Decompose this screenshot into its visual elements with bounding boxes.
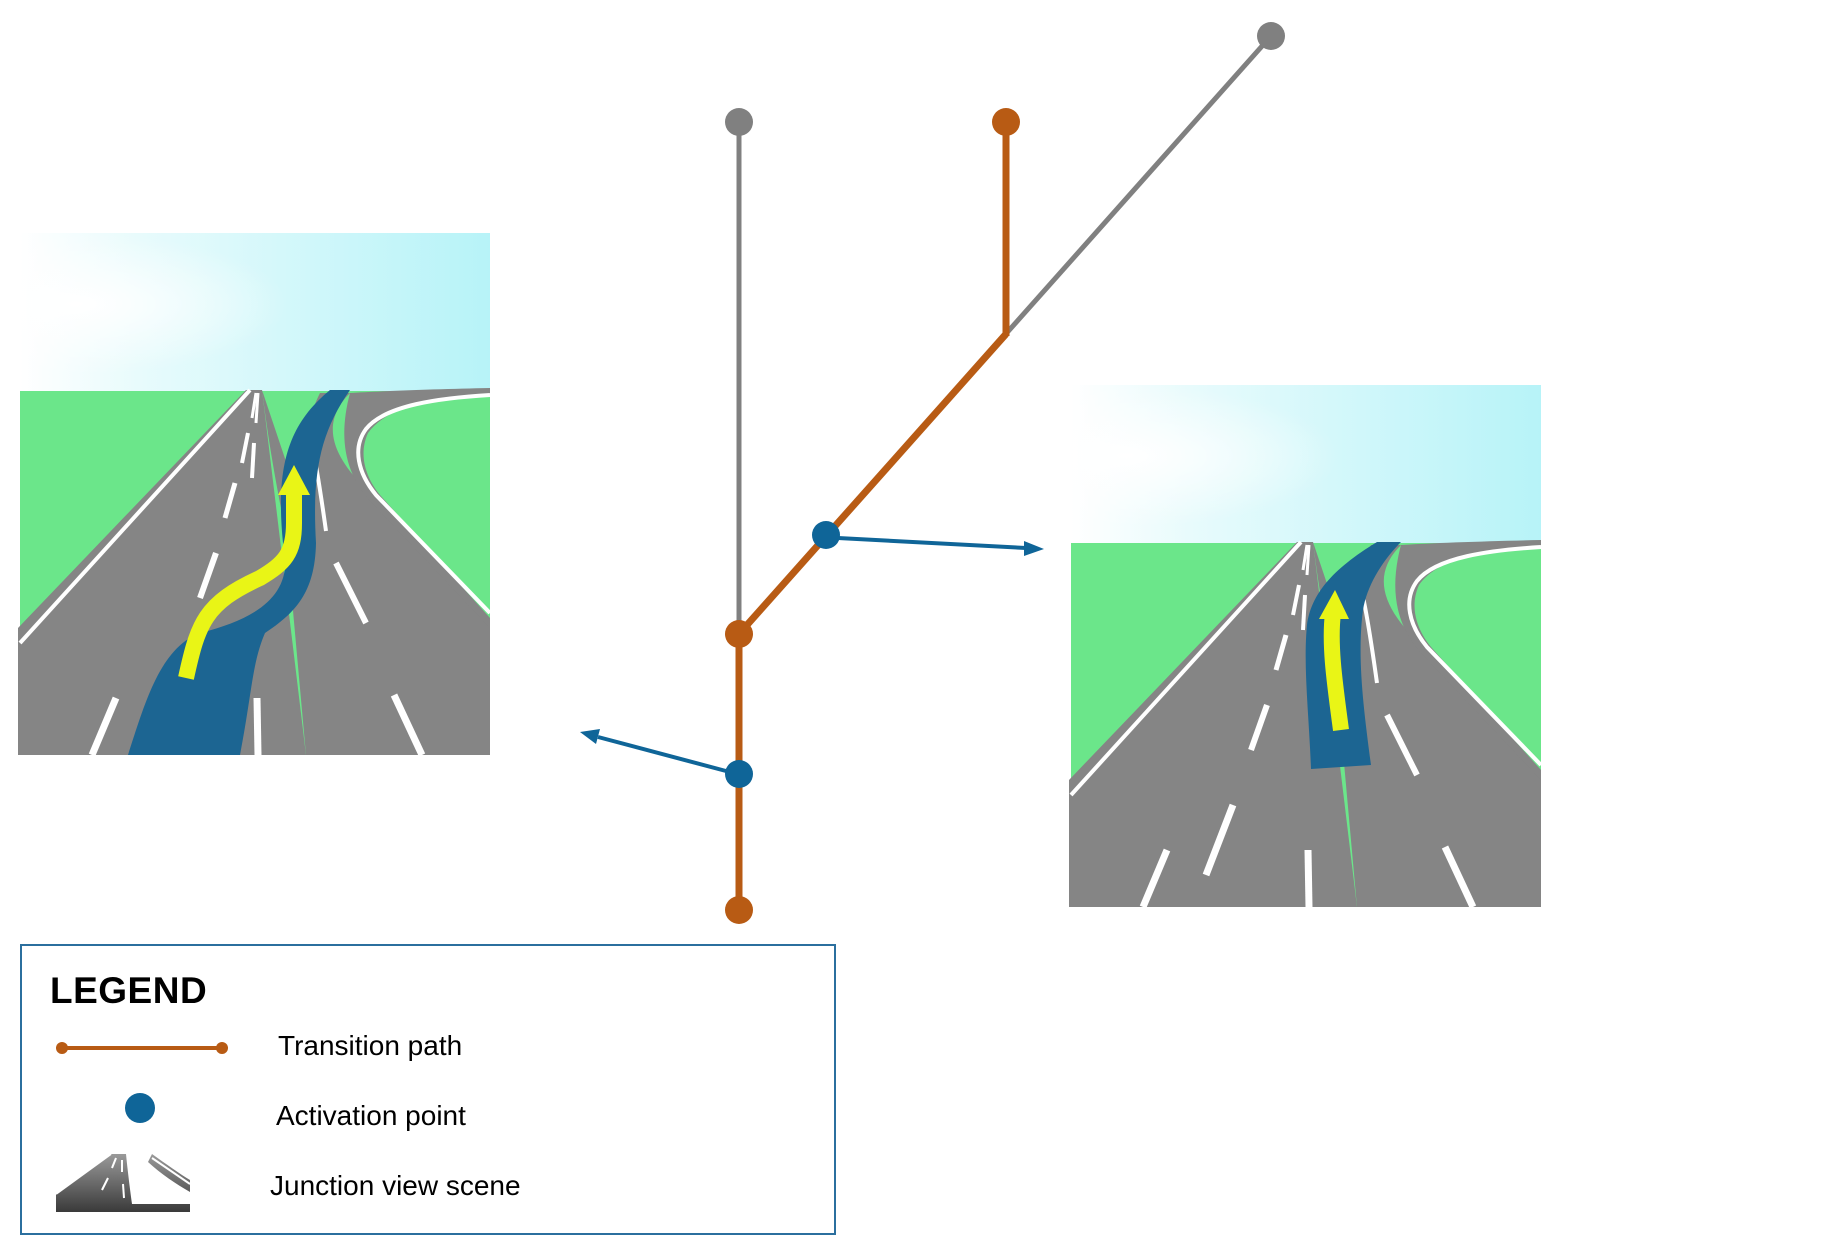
route-arrow-left [178,491,302,680]
route-arrowhead-left [278,465,310,495]
inactive-path-diagonal [1002,34,1273,338]
legend-title: LEGEND [50,970,208,1011]
legend-label-transition-path: Transition path [278,1030,463,1061]
path-end-node-gray-diagonal [1257,22,1285,50]
path-network [580,22,1285,924]
activation-arrow-left [597,735,727,773]
transition-path-diagonal [736,331,1009,637]
activation-arrow-right [837,536,1027,550]
route-arrowhead-right [1319,590,1349,619]
path-end-node-gray-top [725,108,753,136]
transition-path-icon [56,1042,228,1054]
activation-arrowhead-left [580,729,600,744]
path-start-node [725,896,753,924]
path-end-node-orange-top [992,108,1020,136]
legend: LEGEND Transition path Activation point … [20,944,836,1235]
junction-view-scene-icon [56,1153,190,1213]
route-arrow-right [1323,612,1349,732]
highlighted-lane-right [1305,542,1401,769]
junction-view-scene-left [18,233,490,755]
legend-label-activation-point: Activation point [276,1100,466,1131]
path-junction-node [725,620,753,648]
activation-point-lower [725,760,753,788]
junction-view-scene-right [1069,385,1541,907]
legend-label-junction-view-scene: Junction view scene [270,1170,521,1201]
activation-point-upper [812,521,840,549]
activation-arrowhead-right [1024,541,1044,556]
activation-point-icon [125,1093,155,1123]
